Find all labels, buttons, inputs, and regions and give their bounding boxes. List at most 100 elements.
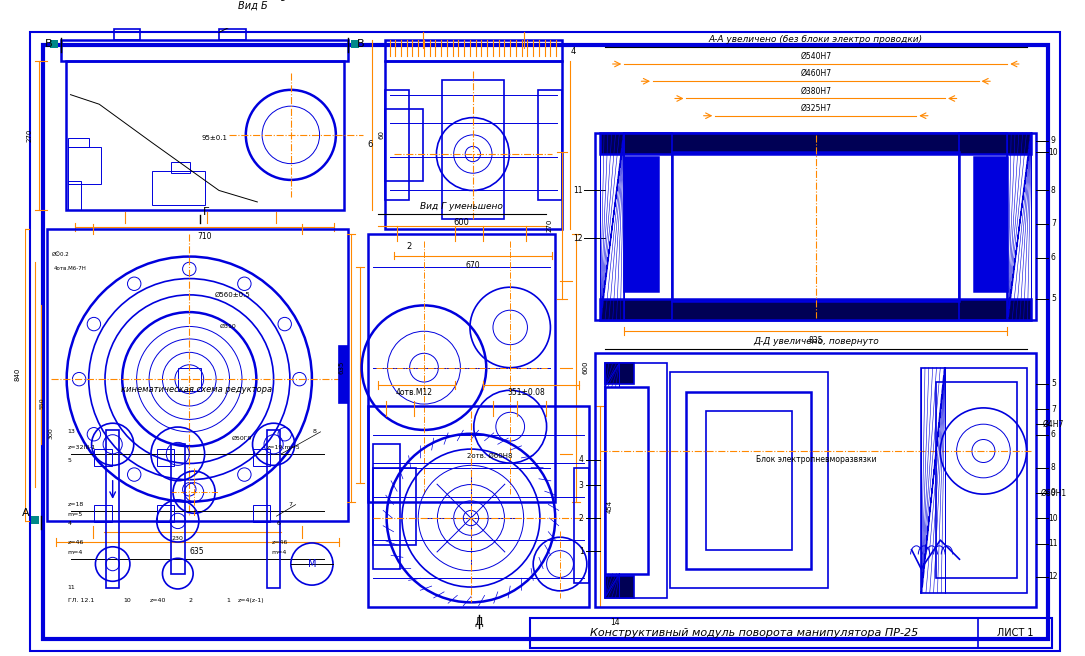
Text: ГЛ. 12.1: ГЛ. 12.1 [67,598,94,603]
Text: 12: 12 [574,234,583,243]
Text: 7: 7 [1051,405,1056,414]
Bar [253,449,270,466]
Text: 2отв. Ø60H8: 2отв. Ø60H8 [468,453,513,459]
Text: Вид Г уменьшено: Вид Г уменьшено [420,202,502,211]
Text: Ø310: Ø310 [219,324,237,329]
Bar [156,504,174,522]
Bar [339,346,348,403]
Text: 4отв.М12: 4отв.М12 [396,388,433,397]
Text: А-А увеличено (без блоки электро проводки): А-А увеличено (без блоки электро проводк… [709,35,923,43]
Text: 10: 10 [124,598,131,603]
Text: 5: 5 [1051,379,1056,388]
Text: 710: 710 [197,232,212,241]
Bar [921,367,1026,593]
Text: 11: 11 [574,186,583,195]
Bar [600,133,1032,154]
Bar [605,363,667,598]
Text: 11: 11 [1048,539,1058,548]
Bar [94,449,112,466]
Bar [531,618,1052,648]
Text: ЛИСТ 1: ЛИСТ 1 [997,628,1033,638]
Bar [369,406,589,607]
Bar [171,444,184,573]
Text: A: A [22,508,29,518]
Text: Ø4H7: Ø4H7 [1043,420,1064,429]
Text: 454: 454 [607,500,613,513]
Text: M: M [308,559,316,569]
Bar [352,40,359,48]
Text: 6: 6 [277,522,280,526]
Bar [373,468,417,545]
Text: 840: 840 [15,367,21,381]
Text: 635: 635 [190,547,204,556]
Text: 2: 2 [406,241,411,251]
Bar [385,40,562,61]
Text: 230: 230 [171,536,183,541]
Text: кинематическая схема редуктора: кинематическая схема редуктора [122,385,272,394]
Text: 670: 670 [465,260,481,270]
Text: B: B [357,39,365,49]
Text: 2: 2 [189,598,192,603]
Bar [624,133,672,319]
Text: z=32III-1: z=32III-1 [67,445,95,449]
Text: 1: 1 [279,0,284,3]
Text: 6: 6 [1051,253,1056,262]
Bar [605,577,634,598]
Text: 7: 7 [1051,220,1056,228]
Bar [672,152,959,300]
Text: 600: 600 [454,218,470,226]
Bar [385,90,409,200]
Bar [935,382,1017,579]
Text: 4: 4 [571,47,576,56]
Text: 8: 8 [1051,463,1056,472]
Text: m=5: m=5 [67,512,82,517]
Text: 8: 8 [1051,186,1056,195]
Bar [671,373,828,588]
Bar [47,229,348,521]
Text: Блок электропневморазвязки: Блок электропневморазвязки [755,455,876,464]
Text: 9: 9 [1051,136,1056,145]
Text: 60: 60 [379,131,385,139]
Bar [705,411,792,550]
Bar [171,162,190,173]
Text: z=46: z=46 [271,541,288,546]
Bar [959,133,1007,319]
Text: Ø460H7: Ø460H7 [801,69,831,78]
Bar [94,504,112,522]
Text: 270: 270 [547,218,552,232]
Bar [385,61,562,229]
Bar [605,387,648,573]
Bar [974,157,1007,291]
Text: 600: 600 [583,361,589,375]
Text: 13: 13 [67,429,76,434]
Bar [369,234,556,502]
Text: Д: Д [474,617,483,626]
Text: Вид Б: Вид Б [238,1,267,10]
Text: 6: 6 [368,140,373,149]
Text: 12: 12 [1048,572,1058,581]
Bar [687,392,810,569]
Bar [219,29,246,40]
Bar [67,138,89,148]
Text: 835: 835 [808,337,824,345]
Bar [574,468,589,583]
Text: 270: 270 [26,128,33,142]
Bar [67,148,101,184]
Text: 7: 7 [288,502,292,507]
Bar [267,430,280,588]
Text: 4: 4 [67,522,72,526]
Bar [106,430,119,588]
Bar [31,516,39,523]
Bar [605,363,634,384]
Text: z=46: z=46 [67,541,84,546]
Text: 95±0.1: 95±0.1 [201,134,227,141]
Text: 9: 9 [1051,489,1056,497]
Text: Ø∅0.2: Ø∅0.2 [52,252,69,257]
Bar [253,504,270,522]
Text: 4отв.М6-7Н: 4отв.М6-7Н [54,266,87,272]
Bar [596,354,1036,607]
Text: 550: 550 [39,398,44,409]
Bar [50,40,59,48]
Text: 3: 3 [578,481,584,490]
Bar [114,29,140,40]
